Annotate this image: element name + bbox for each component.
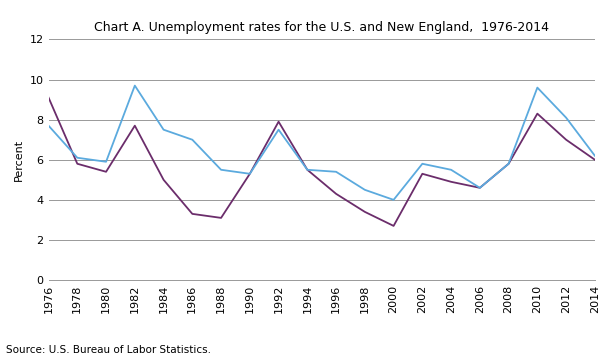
NewEngland <box>246 172 254 176</box>
U.S. <box>505 162 512 166</box>
NewEngland <box>476 186 484 190</box>
NewEngland <box>103 170 110 174</box>
U.S. <box>476 186 484 190</box>
NewEngland <box>333 192 340 196</box>
NewEngland <box>131 123 138 128</box>
NewEngland <box>160 178 167 182</box>
NewEngland <box>189 212 196 216</box>
U.S. <box>160 127 167 132</box>
NewEngland <box>361 210 368 214</box>
Text: Source: U.S. Bureau of Labor Statistics.: Source: U.S. Bureau of Labor Statistics. <box>6 345 211 355</box>
NewEngland <box>419 172 426 176</box>
U.S. <box>45 123 52 128</box>
NewEngland <box>447 180 455 184</box>
NewEngland <box>390 224 397 228</box>
U.S. <box>447 168 455 172</box>
U.S. <box>591 154 599 158</box>
U.S. <box>131 83 138 88</box>
U.S. <box>275 127 282 132</box>
U.S. <box>333 170 340 174</box>
NewEngland <box>534 112 541 116</box>
NewEngland <box>73 162 81 166</box>
NewEngland <box>563 137 570 142</box>
NewEngland <box>591 158 599 162</box>
Title: Chart A. Unemployment rates for the U.S. and New England,  1976-2014: Chart A. Unemployment rates for the U.S.… <box>94 21 549 34</box>
Line: NewEngland: NewEngland <box>49 98 595 226</box>
U.S. <box>390 198 397 202</box>
NewEngland <box>217 216 225 220</box>
Y-axis label: Percent: Percent <box>14 139 24 181</box>
U.S. <box>534 85 541 90</box>
Line: U.S.: U.S. <box>49 85 595 200</box>
NewEngland <box>304 168 311 172</box>
U.S. <box>73 155 81 160</box>
U.S. <box>189 137 196 142</box>
U.S. <box>563 116 570 120</box>
U.S. <box>304 168 311 172</box>
NewEngland <box>275 120 282 124</box>
U.S. <box>217 168 225 172</box>
U.S. <box>419 162 426 166</box>
NewEngland <box>505 162 512 166</box>
U.S. <box>103 160 110 164</box>
U.S. <box>361 188 368 192</box>
U.S. <box>246 172 254 176</box>
NewEngland <box>45 95 52 100</box>
